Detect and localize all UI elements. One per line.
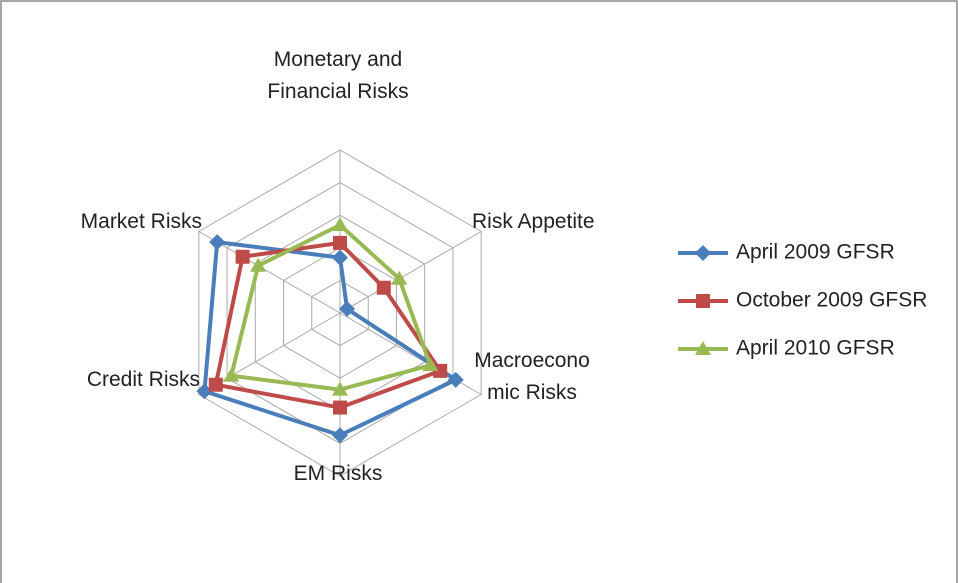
data-point	[433, 363, 448, 378]
spoke	[198, 231, 341, 314]
data-point	[332, 427, 348, 444]
category-label: Market Risks	[80, 210, 202, 233]
category-label: Monetary and Financial Risks	[267, 48, 409, 103]
category-label: Risk Appetite	[472, 210, 595, 233]
data-point	[196, 383, 213, 400]
category-label: Macroeconomic Risks	[474, 349, 590, 404]
data-point	[209, 234, 226, 251]
data-point	[235, 249, 250, 264]
data-point	[223, 367, 240, 382]
category-label: EM Risks	[293, 462, 383, 485]
data-point	[339, 300, 356, 317]
data-point	[333, 400, 347, 415]
data-point	[332, 381, 348, 396]
data-point	[208, 377, 223, 392]
category-label: Credit Risks	[86, 368, 200, 391]
data-point	[333, 235, 347, 250]
data-point	[422, 357, 439, 372]
legend-label: October 2009 GFSR	[736, 289, 927, 312]
data-point	[391, 270, 408, 285]
data-point	[376, 280, 391, 295]
spoke	[339, 231, 482, 314]
legend-marker	[695, 245, 711, 261]
data-point	[332, 249, 348, 266]
legend-label: April 2010 GFSR	[736, 337, 895, 360]
data-point	[332, 216, 348, 231]
data-point	[447, 371, 464, 388]
legend-label: April 2009 GFSR	[736, 241, 895, 264]
legend-marker	[695, 341, 711, 355]
legend-marker	[696, 294, 710, 308]
data-point	[250, 257, 267, 272]
